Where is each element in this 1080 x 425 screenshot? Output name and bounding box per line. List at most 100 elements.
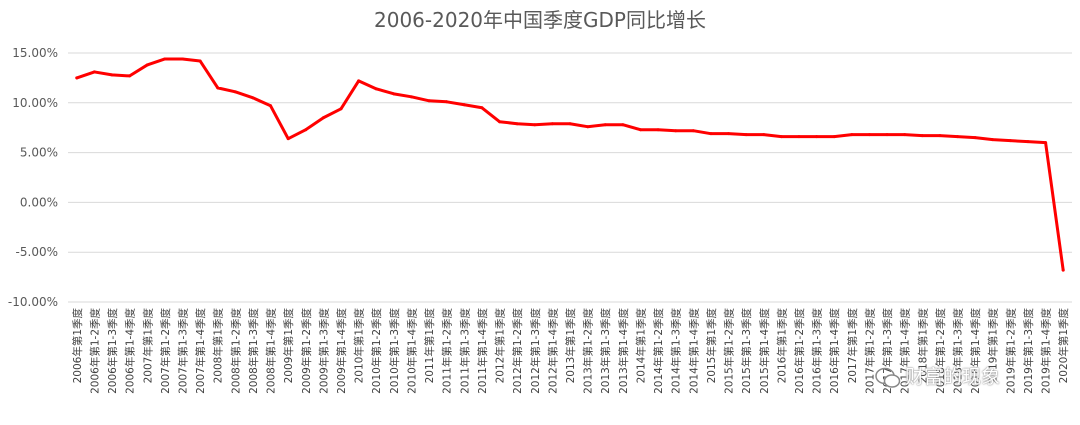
data-point [1061,268,1065,272]
data-point [198,59,202,63]
data-point [1008,139,1012,143]
data-point [920,134,924,138]
data-point [75,76,79,80]
x-tick-label: 2017年第1-2季度 [863,308,876,394]
data-point [286,137,290,141]
x-tick-label: 2010年第1-4季度 [405,308,418,394]
data-point [110,73,114,77]
data-point [691,129,695,133]
x-tick-label: 2009年第1-3季度 [317,308,330,394]
y-tick-label: -5.00% [16,245,58,259]
watermark: 财富的现象 [875,362,1000,389]
x-tick-label: 2013年第1-3季度 [599,308,612,394]
x-tick-label: 2007年第1季度 [141,308,154,384]
x-tick-label: 2007年第1-2季度 [159,308,172,394]
data-point [216,86,220,90]
x-tick-label: 2013年第1-2季度 [582,308,595,394]
x-tick-label: 2011年第1-3季度 [458,308,471,394]
x-tick-label: 2014年第1-2季度 [652,308,665,394]
data-point [145,63,149,67]
x-tick-label: 2015年第1-4季度 [758,308,771,394]
x-tick-label: 2013年第1-4季度 [617,308,630,394]
data-point [233,90,237,94]
x-axis: 2006年第1季度 2006年第1-2季度 2006年第1-3季度 2006年第1-4… [71,308,1070,394]
data-point [709,132,713,136]
data-point [744,133,748,137]
x-tick-label: 2012年第1-3季度 [529,308,542,394]
x-tick-label: 2020年第1季度 [1057,308,1070,384]
x-tick-label: 2011年第1-4季度 [476,308,489,394]
x-tick-label: 2019年第1-4季度 [1040,308,1053,394]
x-tick-label: 2019年第1季度 [987,308,1000,384]
x-tick-label: 2018年第1-3季度 [952,308,965,394]
watermark-text: 财富的现象 [905,366,1001,388]
data-point [727,132,731,136]
data-point [779,135,783,139]
data-point [1026,140,1030,144]
x-tick-label: 2012年第1-2季度 [511,308,524,394]
x-tick-label: 2014年第1-3季度 [670,308,683,394]
data-point [550,122,554,126]
x-tick-label: 2006年第1-2季度 [88,308,101,394]
data-point [462,103,466,107]
data-point [674,129,678,133]
data-point [638,128,642,132]
x-tick-label: 2008年第1-3季度 [247,308,260,394]
data-point [409,95,413,99]
y-tick-label: 0.00% [20,195,58,209]
data-point [498,120,502,124]
x-tick-label: 2016年第1季度 [775,308,788,384]
x-tick-label: 2006年第1-3季度 [106,308,119,394]
data-point [956,135,960,139]
data-point [603,123,607,127]
data-point [533,123,537,127]
data-point [445,100,449,104]
x-tick-label: 2008年第1季度 [212,308,225,384]
x-tick-label: 2006年第1季度 [71,308,84,384]
data-point [128,74,132,78]
x-tick-label: 2011年第1季度 [423,308,436,384]
x-tick-label: 2018年第1-2季度 [934,308,947,394]
x-tick-label: 2017年第1-3季度 [881,308,894,394]
data-point [568,122,572,126]
series-line [75,57,1065,272]
series-gdp-growth [75,57,1065,272]
data-point [832,135,836,139]
data-point [762,133,766,137]
data-point [163,57,167,61]
x-tick-label: 2007年第1-3季度 [176,308,189,394]
x-tick-label: 2017年第1-4季度 [899,308,912,394]
wechat-icon [875,367,901,388]
x-tick-label: 2012年第1-4季度 [546,308,559,394]
data-point [427,99,431,103]
x-tick-label: 2015年第1-3季度 [740,308,753,394]
data-point [991,138,995,142]
x-tick-label: 2016年第1-2季度 [793,308,806,394]
x-tick-label: 2018年第1季度 [916,308,929,384]
x-tick-label: 2010年第1-2季度 [370,308,383,394]
data-point [586,125,590,129]
data-point [850,133,854,137]
y-tick-label: 10.00% [12,96,58,110]
x-tick-label: 2014年第1季度 [634,308,647,384]
x-tick-label: 2010年第1季度 [353,308,366,384]
x-tick-label: 2015年第1-2季度 [723,308,736,394]
data-point [815,135,819,139]
data-point [304,128,308,132]
x-tick-label: 2008年第1-4季度 [265,308,278,394]
data-point [92,70,96,74]
x-tick-label: 2008年第1-2季度 [229,308,242,394]
x-tick-label: 2016年第1-3季度 [811,308,824,394]
data-point [321,116,325,120]
x-tick-label: 2010年第1-3季度 [388,308,401,394]
data-point [867,133,871,137]
x-tick-label: 2009年第1-4季度 [335,308,348,394]
data-point [180,57,184,61]
data-point [1044,141,1048,145]
y-tick-label: 15.00% [12,46,58,60]
x-tick-label: 2006年第1-4季度 [124,308,137,394]
x-tick-label: 2016年第1-4季度 [828,308,841,394]
x-tick-label: 2011年第1-2季度 [441,308,454,394]
data-point [797,135,801,139]
x-tick-label: 2009年第1-2季度 [300,308,313,394]
